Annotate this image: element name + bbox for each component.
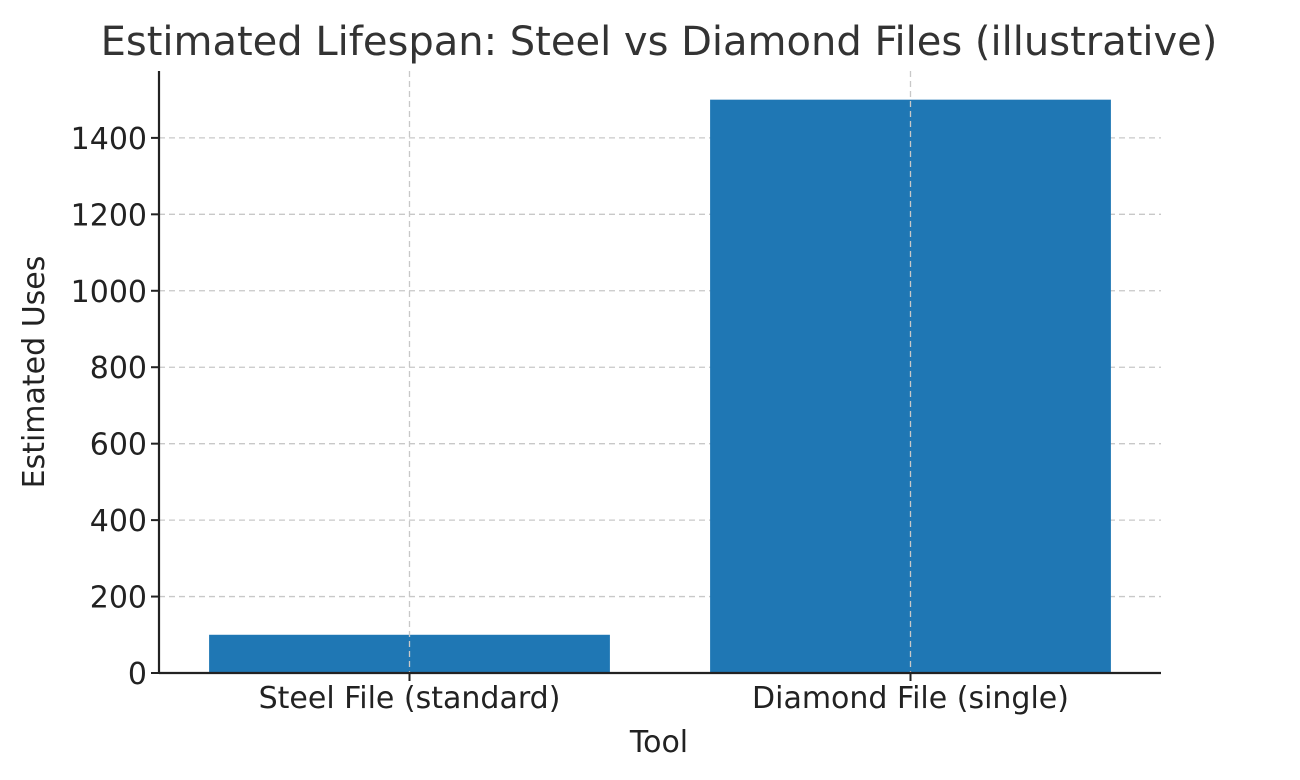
y-tick-label: 1400 [71, 122, 147, 157]
y-tick-label: 1000 [71, 275, 147, 310]
y-axis-label: Estimated Uses [17, 256, 52, 489]
y-tick-label: 800 [90, 351, 147, 386]
y-tick-label: 400 [90, 504, 147, 539]
x-ticks: Steel File (standard) Diamond File (singl… [259, 673, 1069, 716]
y-tick-label: 1200 [71, 198, 147, 233]
x-axis-label: Tool [629, 725, 688, 760]
y-tick-label: 600 [90, 428, 147, 463]
vertical-grid [408, 71, 912, 673]
bars [209, 99, 1111, 673]
x-tick-label: Steel File (standard) [259, 681, 561, 716]
x-tick-label: Diamond File (single) [752, 681, 1069, 716]
y-tick-label: 0 [128, 657, 147, 692]
y-ticks: 0 200 400 600 800 1000 1200 1400 [71, 122, 159, 692]
y-tick-label: 200 [90, 581, 147, 616]
chart-title: Estimated Lifespan: Steel vs Diamond Fil… [101, 19, 1218, 65]
axes [157, 71, 1161, 675]
